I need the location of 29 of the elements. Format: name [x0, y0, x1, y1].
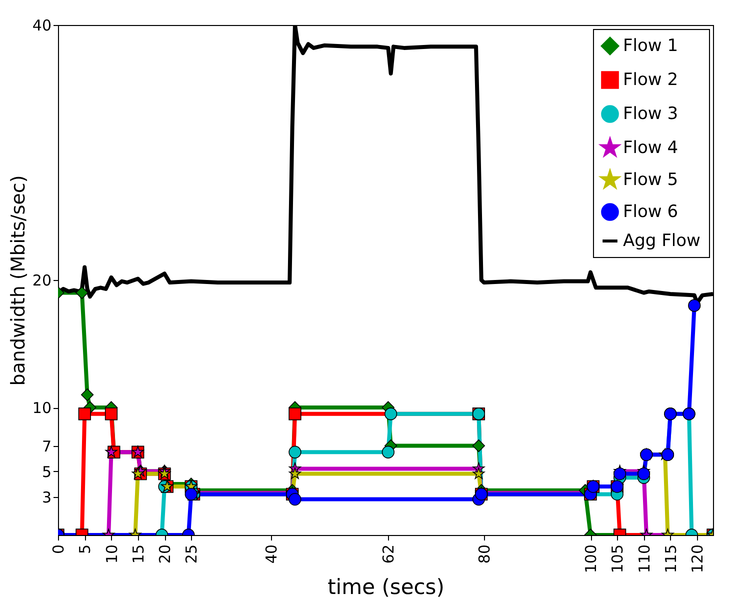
x-tick-label: 15: [129, 544, 148, 564]
x-tick-label: 62: [380, 544, 398, 564]
x-tick-label: 105: [608, 544, 627, 574]
y-tick-label: 10: [32, 399, 52, 417]
legend-label: Flow 2: [623, 70, 678, 90]
x-tick-label: 40: [262, 544, 281, 564]
x-tick-label: 0: [50, 544, 68, 554]
y-tick-label: 40: [32, 16, 52, 34]
y-tick-label: 3: [42, 488, 52, 506]
x-tick-label: 100: [582, 544, 600, 574]
legend-label: Flow 6: [623, 202, 678, 222]
x-tick-label: 10: [102, 544, 121, 564]
x-tick-label: 110: [635, 544, 654, 574]
x-axis-title: time (secs): [328, 575, 444, 600]
legend-label: Flow 1: [623, 36, 678, 56]
y-tick-label: 7: [42, 437, 52, 456]
legend-label: Agg Flow: [623, 231, 701, 251]
legend-label: Flow 5: [623, 170, 678, 190]
x-tick-label: 80: [476, 544, 494, 564]
x-tick-label: 20: [156, 544, 174, 564]
legend-label: Flow 4: [623, 138, 678, 158]
y-tick-label: 5: [42, 462, 52, 481]
x-tick-label: 25: [182, 544, 201, 564]
legend-label: Flow 3: [623, 104, 678, 124]
x-tick-label: 5: [76, 544, 94, 554]
x-tick-label: 120: [688, 544, 707, 574]
x-tick-label: 115: [662, 544, 680, 574]
y-tick-label: 20: [32, 272, 52, 290]
y-axis-title: bandwidth (Mbits/sec): [7, 175, 30, 386]
